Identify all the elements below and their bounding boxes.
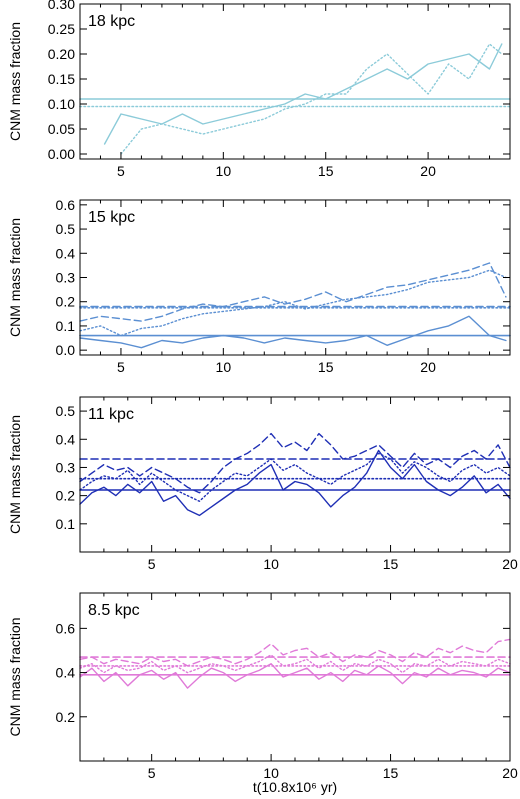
x-tick-label: 20 xyxy=(502,556,518,572)
x-tick-label: 5 xyxy=(117,163,125,179)
panel-label: 11 kpc xyxy=(88,406,134,423)
x-tick-label: 15 xyxy=(318,359,334,375)
y-tick-label: 0.2 xyxy=(56,488,76,504)
panel-label: 18 kpc xyxy=(88,13,135,30)
y-axis-label: CNM mass fraction xyxy=(7,617,23,736)
y-tick-label: 0.4 xyxy=(56,665,76,681)
x-axis-label: t(10.8x10⁶ yr) xyxy=(253,779,337,795)
panel-3: 5 10 15 20 0.1 0.2 0.3 0.4 0.5 11 kpc CNM mass fra… xyxy=(7,396,518,572)
y-tick-label: 0.6 xyxy=(56,620,76,636)
series-line-solid xyxy=(79,663,511,689)
y-tick-label: 0.30 xyxy=(48,0,75,12)
series-line-dashed xyxy=(79,262,507,322)
series-line-dashed xyxy=(79,432,511,494)
series-line-dashed xyxy=(79,638,511,667)
y-tick-label: 0.0 xyxy=(56,342,76,358)
x-tick-label: 10 xyxy=(216,163,232,179)
y-axis-label: CNM mass fraction xyxy=(7,415,23,534)
x-tick-label: 15 xyxy=(383,765,399,781)
y-tick-label: 0.3 xyxy=(56,270,76,286)
series-line-solid xyxy=(79,449,511,517)
y-tick-label: 0.10 xyxy=(48,96,75,112)
y-tick-label: 0.5 xyxy=(56,221,76,237)
panel-2: 5 10 15 20 0.0 0.1 0.2 0.3 0.4 0.5 0.6 15 kpc CNM ma… xyxy=(7,197,511,375)
x-tick-label: 15 xyxy=(383,556,399,572)
y-axis-label: CNM mass fraction xyxy=(7,218,23,337)
x-tick-label: 10 xyxy=(263,556,279,572)
plot-frame xyxy=(79,396,511,553)
y-tick-label: 0.2 xyxy=(56,294,76,310)
x-tick-label: 20 xyxy=(420,163,436,179)
panel-4: 5 10 15 20 0.2 0.4 0.6 8.5 kpc CNM mass fraction xyxy=(7,592,518,781)
series-line-dotted xyxy=(79,654,511,674)
y-tick-label: 0.6 xyxy=(56,197,76,213)
plot-frame xyxy=(79,592,511,762)
series-line-dotted xyxy=(79,452,511,502)
y-tick-label: 0.1 xyxy=(56,318,76,334)
plot-frame xyxy=(79,3,511,160)
y-tick-label: 0.15 xyxy=(48,71,75,87)
x-tick-label: 20 xyxy=(420,359,436,375)
plot-frame xyxy=(79,199,511,356)
series-line-solid xyxy=(79,315,507,349)
y-tick-label: 0.20 xyxy=(48,46,75,62)
x-tick-label: 5 xyxy=(148,765,156,781)
y-tick-label: 0.3 xyxy=(56,459,76,475)
x-tick-label: 5 xyxy=(117,359,125,375)
y-tick-label: 0.00 xyxy=(48,146,75,162)
x-tick-label: 20 xyxy=(502,765,518,781)
panel-label: 15 kpc xyxy=(88,209,135,226)
x-tick-label: 10 xyxy=(216,359,232,375)
x-tick-label: 10 xyxy=(263,765,279,781)
series-line-solid xyxy=(103,43,503,145)
series-line-dotted xyxy=(79,269,507,337)
panel-label: 8.5 kpc xyxy=(88,602,140,619)
y-tick-label: 0.1 xyxy=(56,516,76,532)
x-tick-label: 5 xyxy=(148,556,156,572)
panel-1: 5 10 15 20 0.00 0.05 0.10 0.15 0.20 0.25 0.30 18 kp… xyxy=(7,0,511,179)
y-tick-label: 0.5 xyxy=(56,403,76,419)
y-tick-label: 0.4 xyxy=(56,431,76,447)
y-axis-label: CNM mass fraction xyxy=(7,22,23,141)
x-tick-label: 15 xyxy=(318,163,334,179)
y-tick-label: 0.4 xyxy=(56,245,76,261)
y-tick-label: 0.2 xyxy=(56,709,76,725)
y-tick-label: 0.25 xyxy=(48,21,75,37)
y-tick-label: 0.05 xyxy=(48,121,75,137)
